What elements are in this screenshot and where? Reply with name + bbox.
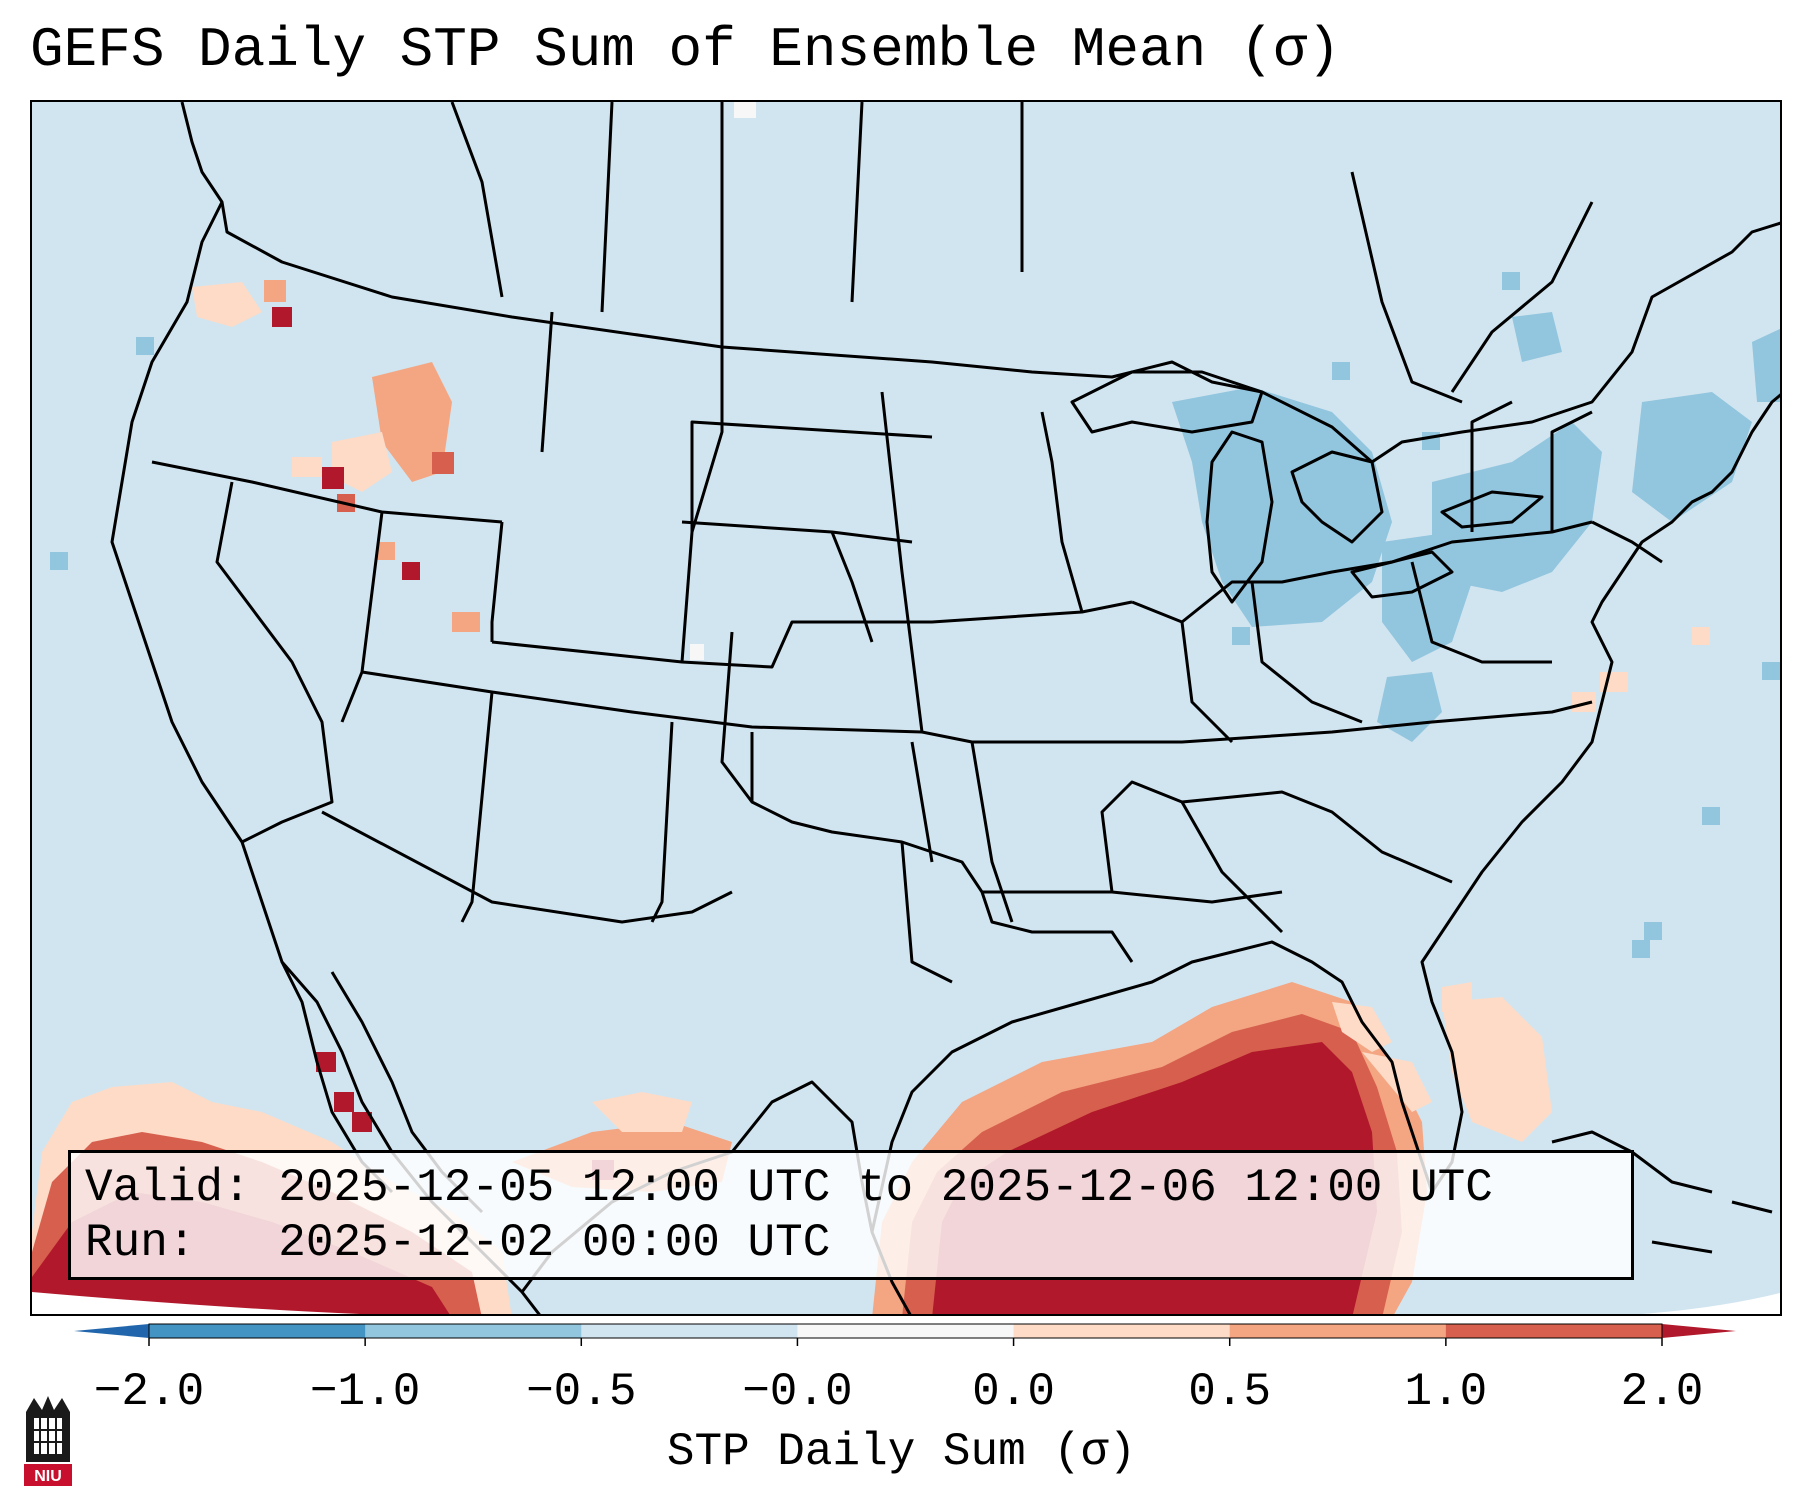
colorbar-tick-label: −2.0 [94,1366,204,1418]
colorbar-label: STP Daily Sum (σ) [666,1426,1137,1478]
colorbar-segment [1013,1324,1231,1338]
map-projection-edge [32,1292,360,1314]
chart-title: GEFS Daily STP Sum of Ensemble Mean (σ) [30,18,1341,82]
valid-time-text: Valid: 2025-12-05 12:00 UTC to 2025-12-0… [85,1162,1493,1214]
stp-field-southeast [1442,627,1710,1142]
colorbar: −2.0 −1.0 −0.5 −0.0 0.0 0.5 1.0 2.0 [74,1323,1736,1418]
logo-text: NIU [34,1468,62,1485]
colorbar-segment [797,1324,1015,1338]
colorbar-tick-label: 2.0 [1621,1366,1704,1418]
colorbar-segment [365,1324,582,1338]
run-info-box: Valid: 2025-12-05 12:00 UTC to 2025-12-0… [68,1150,1634,1280]
colorbar-segment [1229,1324,1447,1338]
stp-cell-near-zero [690,644,704,660]
colorbar-over-triangle [1662,1324,1736,1338]
map-boundaries [110,102,1780,1314]
colorbar-under-triangle [74,1324,149,1338]
colorbar-tick-label: 1.0 [1404,1366,1487,1418]
colorbar-segment [1445,1324,1663,1338]
colorbar-segment [149,1324,366,1338]
run-time-text: Run: 2025-12-02 00:00 UTC [85,1217,831,1269]
stp-field-northeast [50,272,1780,958]
stp-cell-near-zero [734,102,756,118]
colorbar-outline [148,1323,1663,1339]
colorbar-tick-label: 0.5 [1188,1366,1271,1418]
map-panel [30,100,1782,1316]
colorbar-tick-label: −0.0 [742,1366,852,1418]
map-svg [32,102,1780,1314]
map-projection-edge [1641,1292,1780,1314]
colorbar-tick-label: 0.0 [972,1366,1055,1418]
colorbar-segment [581,1324,798,1338]
niu-logo: NIU [24,1396,72,1486]
stp-field-northwest [192,280,480,632]
colorbar-tick-label: −1.0 [310,1366,420,1418]
colorbar-tick-label: −0.5 [526,1366,636,1418]
